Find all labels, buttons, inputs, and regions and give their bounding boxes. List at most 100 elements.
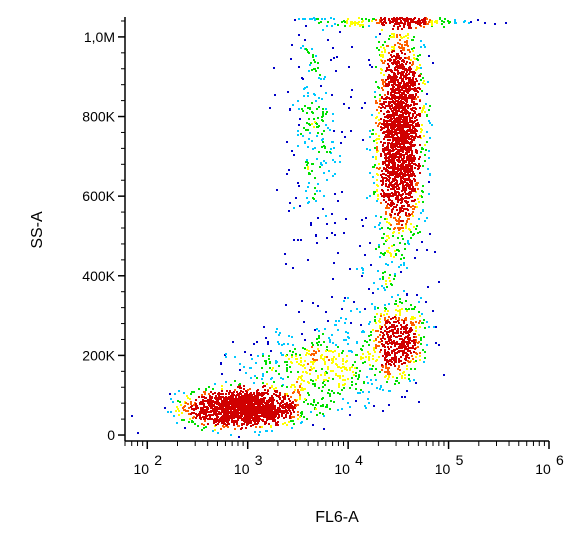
data-point xyxy=(410,160,412,162)
data-point xyxy=(415,94,417,96)
data-point xyxy=(389,123,391,125)
data-point xyxy=(362,225,364,227)
data-point xyxy=(326,346,328,348)
data-point xyxy=(417,346,419,348)
data-point xyxy=(324,361,326,363)
data-point xyxy=(405,223,407,225)
data-point xyxy=(380,55,382,57)
data-point xyxy=(412,322,414,324)
data-point xyxy=(400,202,402,204)
data-point xyxy=(401,138,403,140)
data-point xyxy=(351,384,353,386)
data-point xyxy=(321,116,323,118)
data-point xyxy=(406,267,408,269)
data-point xyxy=(269,418,271,420)
data-point xyxy=(417,136,419,138)
data-point xyxy=(409,130,411,132)
data-point xyxy=(408,357,410,359)
data-point xyxy=(393,171,395,173)
data-point xyxy=(297,145,299,147)
data-point xyxy=(413,333,415,335)
data-point xyxy=(371,368,373,370)
data-point xyxy=(325,379,327,381)
data-point xyxy=(412,21,414,23)
data-point xyxy=(355,400,357,402)
data-point xyxy=(294,386,296,388)
data-point xyxy=(470,21,472,23)
data-point xyxy=(484,22,486,24)
data-point xyxy=(299,396,301,398)
data-point xyxy=(410,368,412,370)
data-point xyxy=(214,383,216,385)
data-point xyxy=(369,368,371,370)
data-point xyxy=(386,352,388,354)
data-point xyxy=(425,301,427,303)
data-point xyxy=(178,410,180,412)
data-point xyxy=(412,358,414,360)
data-point xyxy=(284,361,286,363)
data-point xyxy=(316,135,318,137)
data-point xyxy=(325,350,327,352)
data-point xyxy=(384,271,386,273)
data-point xyxy=(393,46,395,48)
data-point xyxy=(340,142,342,144)
data-point xyxy=(414,317,416,319)
data-point xyxy=(225,356,227,358)
data-point xyxy=(351,381,353,383)
data-point xyxy=(409,337,411,339)
data-point xyxy=(310,224,312,226)
data-point xyxy=(392,195,394,197)
data-point xyxy=(195,399,197,401)
data-point xyxy=(210,391,212,393)
data-point xyxy=(382,54,384,56)
data-point xyxy=(311,102,313,104)
data-point xyxy=(391,90,393,92)
data-point xyxy=(418,301,420,303)
data-point xyxy=(402,85,404,87)
data-point xyxy=(413,104,415,106)
data-point xyxy=(399,43,401,45)
data-point xyxy=(419,172,421,174)
data-point xyxy=(395,148,397,150)
data-point xyxy=(420,131,422,133)
data-point xyxy=(394,275,396,277)
data-point xyxy=(400,86,402,88)
data-point xyxy=(395,179,397,181)
data-point xyxy=(394,213,396,215)
data-point xyxy=(324,372,326,374)
data-point xyxy=(347,378,349,380)
data-point xyxy=(383,167,385,169)
data-point xyxy=(391,200,393,202)
data-point xyxy=(212,414,214,416)
data-point xyxy=(381,123,383,125)
data-point xyxy=(261,414,263,416)
data-point xyxy=(394,365,396,367)
data-point xyxy=(404,396,406,398)
data-point xyxy=(399,242,401,244)
data-point xyxy=(292,267,294,269)
data-point xyxy=(208,402,210,404)
data-point xyxy=(195,403,197,405)
data-point xyxy=(362,269,364,271)
data-point xyxy=(393,117,395,119)
data-point xyxy=(401,254,403,256)
data-point xyxy=(428,120,430,122)
data-point xyxy=(244,398,246,400)
data-point xyxy=(239,385,241,387)
data-point xyxy=(417,198,419,200)
data-point xyxy=(354,21,356,23)
data-point xyxy=(375,368,377,370)
data-point xyxy=(441,20,443,22)
data-point xyxy=(335,324,337,326)
data-point xyxy=(426,93,428,95)
data-point xyxy=(396,17,398,19)
data-point xyxy=(240,390,242,392)
data-point xyxy=(408,340,410,342)
data-point xyxy=(322,120,324,122)
data-point xyxy=(307,186,309,188)
data-point xyxy=(272,408,274,410)
data-point xyxy=(348,350,350,352)
data-point xyxy=(249,388,251,390)
data-point xyxy=(411,99,413,101)
data-point xyxy=(315,55,317,57)
